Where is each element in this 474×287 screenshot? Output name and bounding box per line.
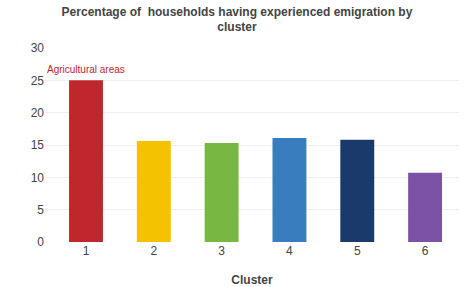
svg-text:3: 3 [218, 244, 225, 258]
svg-text:Agricultural areas: Agricultural areas [47, 64, 125, 75]
svg-text:5: 5 [37, 203, 44, 217]
svg-text:2: 2 [150, 244, 157, 258]
svg-text:10: 10 [31, 171, 45, 185]
svg-text:20: 20 [31, 106, 45, 120]
svg-text:0: 0 [37, 235, 44, 249]
svg-text:30: 30 [31, 41, 45, 55]
svg-text:4: 4 [286, 244, 293, 258]
svg-text:5: 5 [354, 244, 361, 258]
svg-text:Cluster: Cluster [231, 273, 273, 287]
svg-text:6: 6 [422, 244, 429, 258]
svg-text:1: 1 [83, 244, 90, 258]
svg-text:15: 15 [31, 138, 45, 152]
svg-text:Percentage of households havi: Percentage of households having experien… [62, 5, 413, 35]
svg-text:25: 25 [31, 74, 45, 88]
